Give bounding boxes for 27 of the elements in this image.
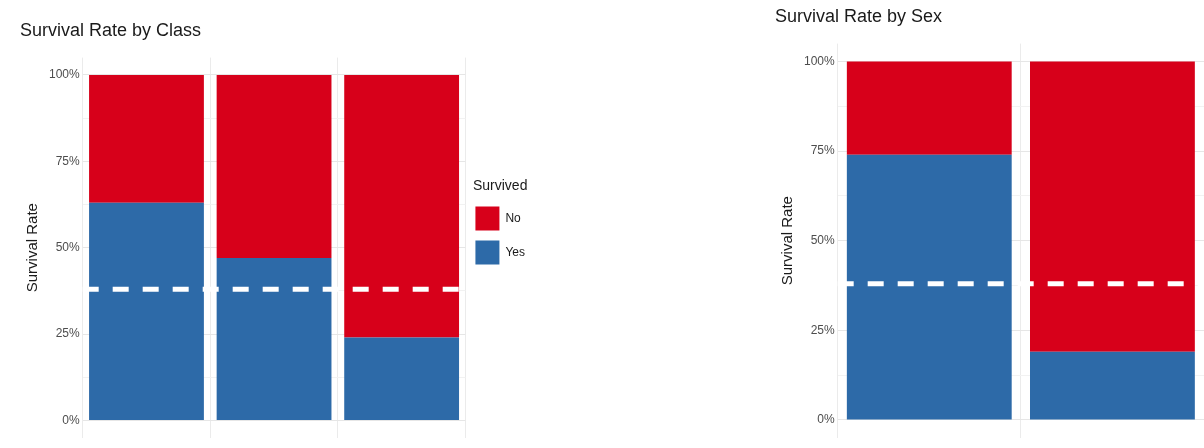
- y-tick-label: 75%: [810, 143, 836, 158]
- bar: [846, 61, 1012, 155]
- y-axis-title: Survival Rate: [23, 203, 41, 293]
- y-tick-label: 50%: [810, 233, 836, 248]
- bar: [216, 74, 332, 259]
- y-tick-label: 100%: [803, 53, 836, 68]
- y-tick-label: 0%: [62, 412, 81, 427]
- chart-title: Survival Rate by Class: [20, 19, 202, 40]
- bar: [1030, 61, 1195, 352]
- bar: [89, 74, 204, 203]
- legend-label: No: [505, 210, 522, 225]
- legend-title: Survived: [472, 177, 528, 194]
- legend-label: Yes: [505, 244, 525, 259]
- y-tick-label: 0%: [817, 412, 836, 427]
- bar: [216, 258, 332, 421]
- bar: [846, 154, 1012, 420]
- y-tick-label: 25%: [810, 322, 836, 337]
- bar: [344, 337, 460, 421]
- y-tick-label: 50%: [55, 240, 81, 255]
- y-axis-title: Survival Rate: [778, 196, 796, 286]
- bar: [344, 74, 460, 338]
- y-tick-label: 75%: [55, 153, 81, 168]
- bar: [1030, 351, 1195, 420]
- bar: [89, 202, 204, 421]
- y-tick-label: 25%: [55, 326, 81, 341]
- y-tick-label: 100%: [48, 67, 81, 82]
- chart-title: Survival Rate by Sex: [775, 5, 943, 26]
